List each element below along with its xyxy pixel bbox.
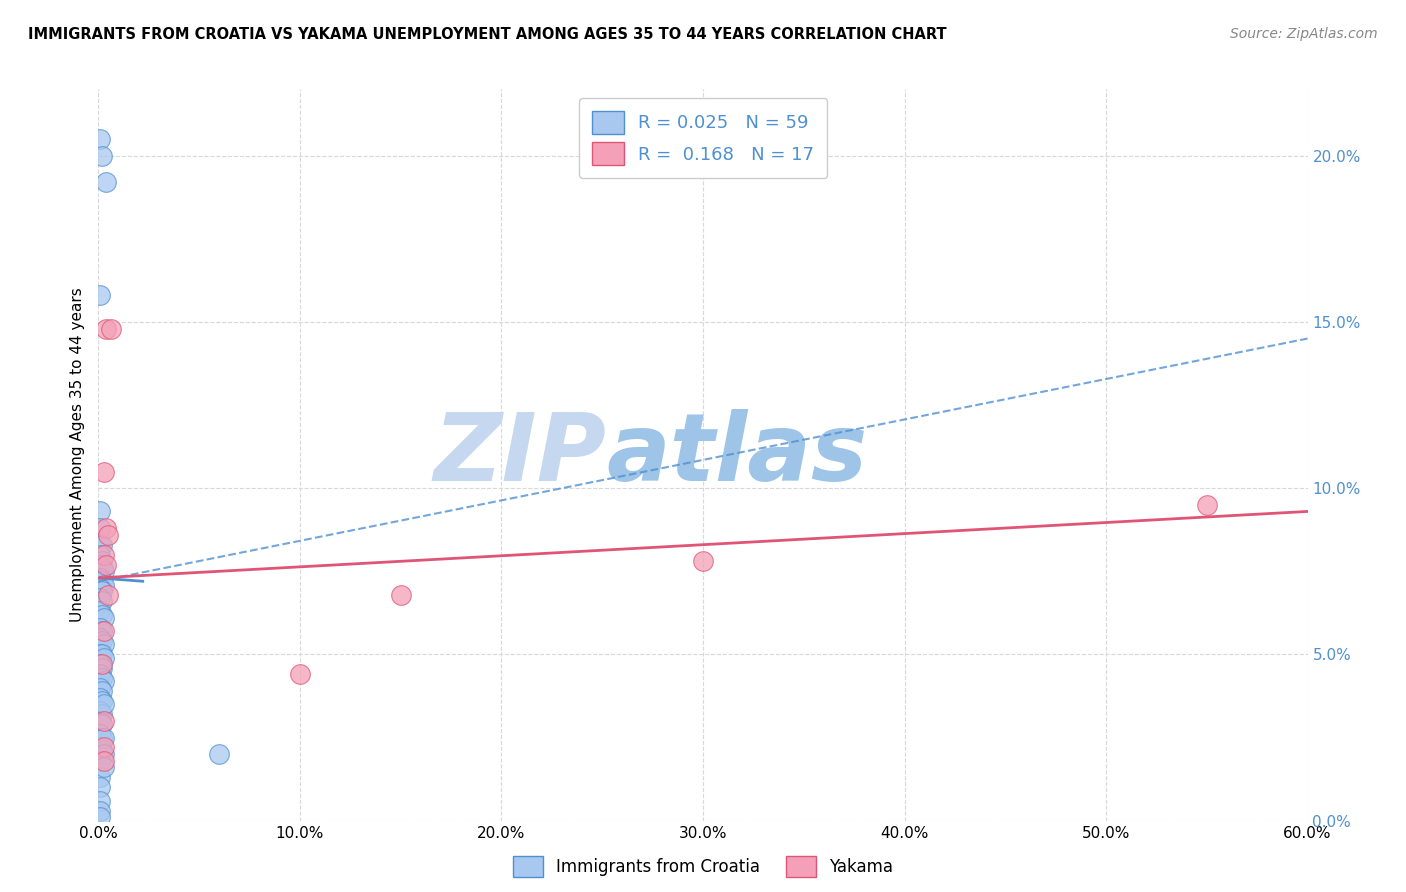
Point: [91, 684, 114, 698]
Text: IMMIGRANTS FROM CROATIA VS YAKAMA UNEMPLOYMENT AMONG AGES 35 TO 44 YEARS CORRELA: IMMIGRANTS FROM CROATIA VS YAKAMA UNEMPL…: [28, 27, 946, 42]
Text: ZIP: ZIP: [433, 409, 606, 501]
Point: [89, 631, 111, 645]
Point: [89, 780, 111, 795]
Point: [91, 671, 114, 685]
Point: [89, 581, 111, 595]
Point: [89, 571, 111, 585]
Point: [93, 548, 115, 562]
Point: [89, 132, 111, 146]
Point: [89, 740, 111, 755]
Point: [91, 554, 114, 568]
Point: [93, 577, 115, 591]
Point: [91, 661, 114, 675]
Point: [91, 648, 114, 662]
Point: [208, 747, 231, 761]
Point: [288, 667, 311, 681]
Point: [89, 754, 111, 768]
Legend: Immigrants from Croatia, Yakama: Immigrants from Croatia, Yakama: [505, 847, 901, 886]
Point: [91, 594, 114, 608]
Point: [97, 527, 120, 541]
Point: [89, 288, 111, 302]
Point: [89, 804, 111, 818]
Point: [93, 731, 115, 745]
Point: [93, 740, 115, 755]
Point: [89, 771, 111, 785]
Point: [89, 504, 111, 518]
Point: [91, 634, 114, 648]
Point: [1195, 498, 1218, 512]
Point: [91, 538, 114, 552]
Point: [93, 714, 115, 728]
Point: [96, 521, 118, 535]
Point: [89, 810, 111, 824]
Point: [89, 657, 111, 672]
Point: [93, 465, 115, 479]
Point: [93, 650, 115, 665]
Point: [89, 648, 111, 662]
Point: [89, 521, 111, 535]
Point: [96, 321, 118, 335]
Point: [89, 604, 111, 618]
Point: [89, 667, 111, 681]
Point: [91, 584, 114, 599]
Point: [91, 707, 114, 722]
Point: [97, 588, 120, 602]
Point: [91, 607, 114, 622]
Point: [89, 727, 111, 741]
Point: [91, 574, 114, 589]
Point: [100, 321, 122, 335]
Point: [91, 624, 114, 639]
Point: [89, 714, 111, 728]
Point: [93, 698, 115, 712]
Point: [692, 554, 714, 568]
Point: [91, 694, 114, 708]
Point: [89, 681, 111, 695]
Point: [91, 561, 114, 575]
Text: Source: ZipAtlas.com: Source: ZipAtlas.com: [1230, 27, 1378, 41]
Point: [93, 564, 115, 578]
Point: [93, 624, 115, 639]
Point: [89, 621, 111, 635]
Point: [389, 588, 412, 602]
Y-axis label: Unemployment Among Ages 35 to 44 years: Unemployment Among Ages 35 to 44 years: [70, 287, 86, 623]
Point: [91, 657, 114, 672]
Point: [93, 637, 115, 651]
Point: [91, 717, 114, 731]
Point: [96, 558, 118, 572]
Point: [91, 149, 114, 163]
Point: [93, 754, 115, 768]
Text: atlas: atlas: [606, 409, 868, 501]
Point: [89, 548, 111, 562]
Point: [89, 794, 111, 808]
Point: [89, 591, 111, 605]
Point: [89, 558, 111, 572]
Point: [89, 538, 111, 552]
Point: [91, 744, 114, 758]
Point: [89, 690, 111, 705]
Point: [96, 175, 118, 189]
Point: [89, 704, 111, 718]
Point: [93, 611, 115, 625]
Point: [93, 760, 115, 774]
Point: [93, 747, 115, 761]
Point: [93, 673, 115, 688]
Point: [91, 731, 114, 745]
